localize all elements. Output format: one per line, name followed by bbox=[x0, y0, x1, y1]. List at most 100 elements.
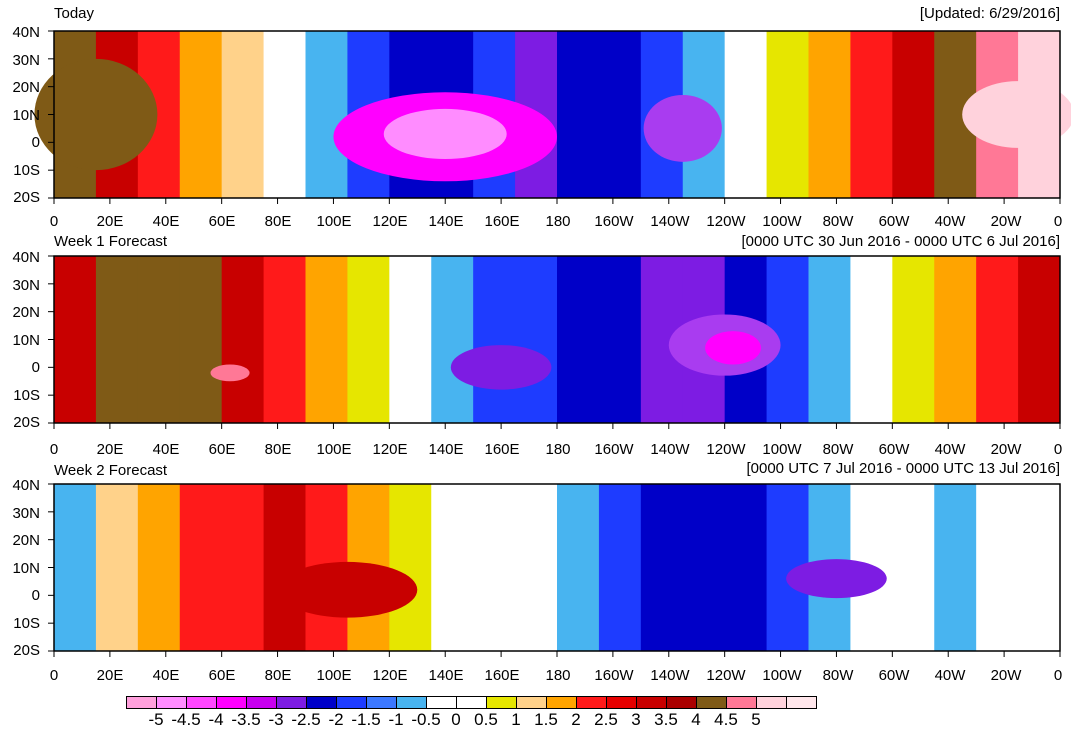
lon-label: 160W bbox=[594, 441, 634, 458]
lat-label: 30N bbox=[12, 52, 40, 69]
anomaly-band bbox=[766, 31, 809, 198]
legend-swatch bbox=[456, 696, 487, 709]
anomaly-band bbox=[934, 484, 977, 651]
anomaly-band bbox=[892, 484, 935, 651]
panel-week1: Week 1 Forecast [0000 UTC 30 Jun 2016 - … bbox=[0, 230, 1071, 460]
legend-swatch bbox=[726, 696, 757, 709]
lon-label: 0 bbox=[1053, 441, 1063, 458]
lon-label: 160W bbox=[594, 667, 634, 684]
lon-label: 20W bbox=[990, 667, 1022, 684]
anomaly-center bbox=[643, 95, 722, 162]
legend-swatch bbox=[156, 696, 187, 709]
anomaly-band bbox=[850, 31, 893, 198]
anomaly-band bbox=[389, 484, 432, 651]
lon-label: 120E bbox=[372, 213, 408, 230]
lon-label: 60W bbox=[878, 213, 910, 230]
legend-swatch bbox=[636, 696, 667, 709]
lon-label: 120E bbox=[372, 441, 408, 458]
panel-title: Today bbox=[54, 5, 95, 22]
lon-label: 0 bbox=[1053, 213, 1063, 230]
anomaly-band bbox=[179, 31, 223, 198]
lon-label: 80E bbox=[264, 667, 292, 684]
legend-label: 5 bbox=[751, 710, 761, 729]
legend-label: -0.5 bbox=[411, 710, 441, 729]
lon-label: 80E bbox=[264, 441, 292, 458]
anomaly-band bbox=[1018, 484, 1061, 651]
legend-swatch bbox=[696, 696, 727, 709]
lon-label: 180 bbox=[545, 213, 571, 230]
anomaly-band bbox=[724, 484, 768, 651]
legend-swatch bbox=[546, 696, 577, 709]
legend-swatch bbox=[306, 696, 337, 709]
lon-label: 40W bbox=[934, 667, 966, 684]
legend-swatch bbox=[516, 696, 547, 709]
legend-label: 2.5 bbox=[594, 710, 618, 729]
panel-date: [Updated: 6/29/2016] bbox=[919, 5, 1060, 22]
lon-label: 80E bbox=[264, 213, 292, 230]
anomaly-band bbox=[976, 256, 1019, 423]
lon-label: 40E bbox=[152, 667, 180, 684]
legend-label: -1 bbox=[388, 710, 404, 729]
anomaly-band bbox=[934, 256, 977, 423]
legend-label: 2 bbox=[571, 710, 581, 729]
lat-label: 10N bbox=[12, 560, 40, 577]
legend-swatch bbox=[486, 696, 517, 709]
lon-label: 100W bbox=[762, 213, 802, 230]
anomaly-band bbox=[892, 31, 935, 198]
lon-label: 60E bbox=[208, 213, 236, 230]
anomaly-center bbox=[383, 108, 507, 160]
lat-label: 20N bbox=[12, 79, 40, 96]
anomaly-map-week1 bbox=[48, 255, 1061, 429]
legend-swatch bbox=[216, 696, 247, 709]
anomaly-band bbox=[808, 31, 851, 198]
anomaly-band bbox=[389, 256, 432, 423]
legend-swatch bbox=[666, 696, 697, 709]
anomaly-band bbox=[598, 484, 642, 651]
lat-label: 30N bbox=[12, 277, 40, 294]
anomaly-band bbox=[305, 31, 348, 198]
lat-label: 40N bbox=[12, 249, 40, 266]
anomaly-band bbox=[263, 31, 306, 198]
lon-label: 60W bbox=[878, 441, 910, 458]
panel-today: Today [Updated: 6/29/2016] 40N 30N 20N 1… bbox=[0, 0, 1071, 230]
anomaly-band bbox=[850, 256, 893, 423]
anomaly-center bbox=[277, 561, 418, 618]
anomaly-band bbox=[179, 484, 223, 651]
legend-color-bar bbox=[126, 696, 817, 709]
lon-label: 80W bbox=[822, 441, 854, 458]
lat-label: 0 bbox=[31, 359, 40, 376]
anomaly-band bbox=[95, 256, 139, 423]
lat-label: 20N bbox=[12, 304, 40, 321]
lat-label: 40N bbox=[12, 477, 40, 494]
lon-label: 40W bbox=[934, 441, 966, 458]
anomaly-band bbox=[347, 256, 390, 423]
color-legend: -5 -4.5 -4 -3.5 -3 -2.5 -2 -1.5 -1 -0.5 … bbox=[126, 696, 817, 729]
anomaly-band bbox=[515, 484, 558, 651]
lon-label: 100W bbox=[762, 441, 802, 458]
anomaly-band bbox=[557, 256, 600, 423]
lon-label: 100W bbox=[762, 667, 802, 684]
anomaly-band bbox=[263, 484, 306, 651]
lon-label: 140E bbox=[428, 441, 464, 458]
anomaly-band bbox=[473, 484, 516, 651]
lon-label: 60E bbox=[208, 441, 236, 458]
lon-label: 40W bbox=[934, 213, 966, 230]
lat-label: 0 bbox=[31, 587, 40, 604]
anomaly-band bbox=[54, 484, 97, 651]
panel-date: [0000 UTC 30 Jun 2016 - 0000 UTC 6 Jul 2… bbox=[741, 233, 1060, 250]
legend-swatch bbox=[426, 696, 457, 709]
anomaly-band bbox=[95, 484, 139, 651]
legend-label: -3.5 bbox=[231, 710, 261, 729]
anomaly-band bbox=[179, 256, 223, 423]
anomaly-band bbox=[682, 484, 726, 651]
lon-label: 100E bbox=[316, 441, 352, 458]
lon-label: 20W bbox=[990, 213, 1022, 230]
legend-swatch bbox=[186, 696, 217, 709]
lon-label: 20E bbox=[96, 441, 124, 458]
legend-swatch bbox=[396, 696, 427, 709]
legend-label: -5 bbox=[148, 710, 164, 729]
lon-label: 0 bbox=[49, 667, 59, 684]
anomaly-center bbox=[450, 345, 552, 390]
legend-swatch bbox=[606, 696, 637, 709]
anomaly-band bbox=[976, 484, 1019, 651]
